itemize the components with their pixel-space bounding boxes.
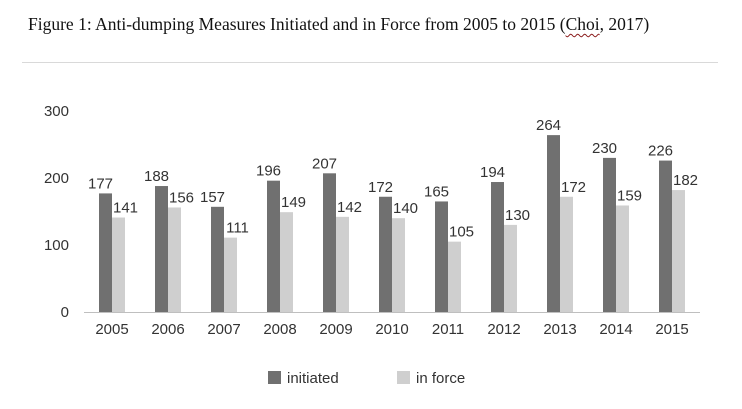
bar-in-force — [504, 224, 517, 312]
bar-in-force — [336, 216, 349, 312]
x-tick-label: 2007 — [207, 321, 240, 338]
caption-author: Choi — [565, 14, 600, 34]
legend-label-in-force: in force — [416, 370, 465, 387]
data-label-in-force: 159 — [617, 187, 642, 204]
data-label-initiated: 157 — [200, 189, 225, 206]
separator-line — [22, 62, 718, 63]
legend-label-initiated: initiated — [287, 370, 339, 387]
x-tick-label: 2012 — [487, 321, 520, 338]
bar-initiated — [211, 206, 224, 312]
data-label-initiated: 188 — [144, 168, 169, 185]
data-label-initiated: 172 — [368, 179, 393, 196]
x-tick-label: 2013 — [543, 321, 576, 338]
bar-initiated — [603, 157, 616, 312]
data-label-initiated: 196 — [256, 163, 281, 180]
bar-in-force — [560, 196, 573, 312]
bar-initiated — [435, 201, 448, 312]
bar-in-force — [168, 207, 181, 312]
legend-swatch-initiated — [268, 371, 281, 384]
bar-initiated — [659, 160, 672, 312]
bar-initiated — [491, 182, 504, 312]
bar-in-force — [112, 217, 125, 312]
data-label-in-force: 105 — [449, 224, 474, 241]
legend-swatch-in-force — [397, 371, 410, 384]
data-label-in-force: 172 — [561, 179, 586, 196]
bar-in-force — [616, 205, 629, 312]
bar-initiated — [547, 135, 560, 312]
data-label-in-force: 149 — [281, 194, 306, 211]
data-label-initiated: 194 — [480, 164, 505, 181]
y-tick-label: 300 — [44, 103, 69, 120]
data-label-initiated: 165 — [424, 183, 449, 200]
x-tick-label: 2008 — [263, 321, 296, 338]
data-label-initiated: 264 — [536, 117, 561, 134]
data-label-in-force: 140 — [393, 200, 418, 217]
x-tick-label: 2005 — [95, 321, 128, 338]
data-label-in-force: 156 — [169, 189, 194, 206]
data-label-in-force: 111 — [226, 220, 249, 237]
data-label-initiated: 207 — [312, 155, 337, 172]
bar-initiated — [155, 186, 168, 312]
bar-in-force — [392, 218, 405, 312]
bar-in-force — [448, 241, 461, 312]
bar-initiated — [323, 173, 336, 312]
data-label-in-force: 141 — [113, 200, 138, 217]
x-tick-label: 2015 — [655, 321, 688, 338]
data-label-in-force: 182 — [673, 172, 698, 189]
x-tick-label: 2011 — [432, 321, 464, 338]
y-tick-label: 0 — [61, 304, 69, 321]
bar-initiated — [379, 196, 392, 312]
bar-in-force — [280, 212, 293, 312]
x-tick-label: 2009 — [319, 321, 352, 338]
bar-initiated — [267, 180, 280, 312]
bar-in-force — [224, 237, 237, 312]
caption-prefix: Figure 1: Anti-dumping Measures Initiate… — [28, 14, 566, 34]
x-tick-label: 2006 — [151, 321, 184, 338]
data-label-in-force: 130 — [505, 207, 530, 224]
x-tick-label: 2014 — [599, 321, 632, 338]
bar-in-force — [672, 190, 685, 312]
figure-caption: Figure 1: Anti-dumping Measures Initiate… — [28, 14, 649, 35]
bar-initiated — [99, 193, 112, 312]
data-label-initiated: 230 — [592, 140, 617, 157]
data-label-in-force: 142 — [337, 199, 362, 216]
y-tick-label: 100 — [44, 237, 69, 254]
data-label-initiated: 226 — [648, 143, 673, 160]
x-tick-label: 2010 — [375, 321, 408, 338]
data-label-initiated: 177 — [88, 175, 113, 192]
y-tick-label: 200 — [44, 170, 69, 187]
caption-suffix: , 2017) — [599, 14, 650, 34]
